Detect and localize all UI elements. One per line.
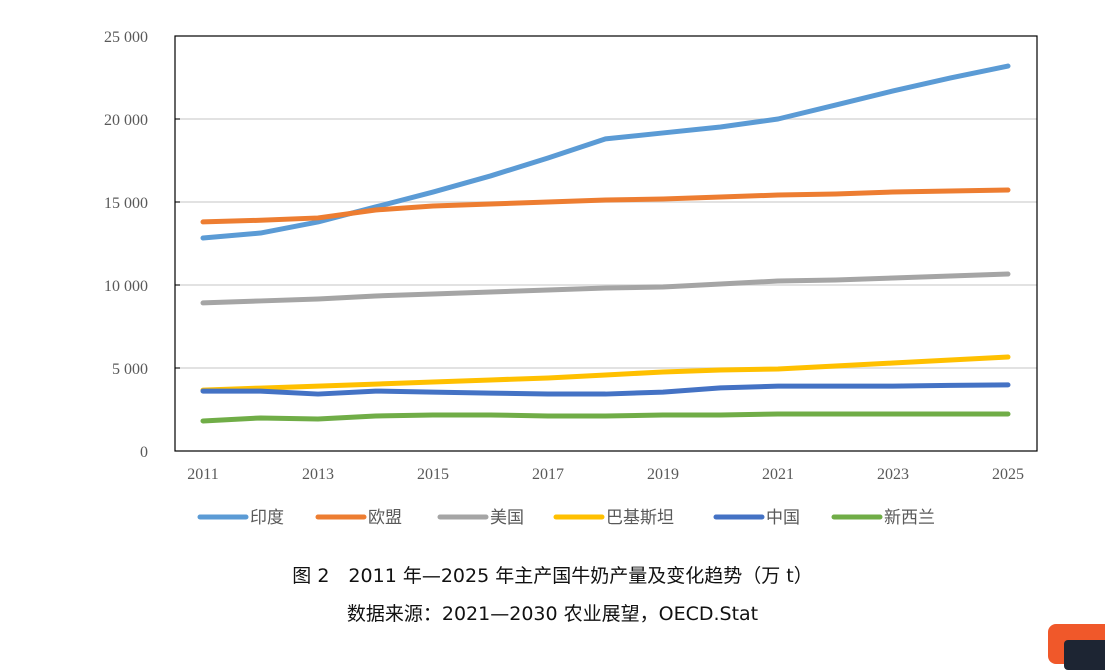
floating-widget[interactable]	[1048, 624, 1105, 670]
series-line-新西兰	[200, 411, 1011, 424]
x-tick-label: 2015	[417, 466, 449, 483]
series-line-欧盟	[200, 187, 1011, 225]
series-line-美国	[200, 271, 1011, 306]
chart-caption: 图 2 2011 年—2025 年主产国牛奶产量及变化趋势（万 t）	[292, 565, 813, 587]
legend-label: 美国	[490, 508, 524, 528]
legend-label: 巴基斯坦	[606, 508, 674, 528]
legend-label: 印度	[250, 508, 284, 528]
series-line-印度	[200, 63, 1011, 241]
legend-label: 欧盟	[368, 508, 402, 528]
y-tick-label: 25 000	[104, 29, 148, 46]
x-tick-label: 2013	[302, 466, 334, 483]
legend-label: 新西兰	[884, 508, 935, 528]
line-chart: 0 5 000 10 000 15 000 20 000 25 000 2011 2013 20…	[104, 29, 1038, 528]
x-tick-label: 2011	[187, 466, 218, 483]
series-line-巴基斯坦	[200, 354, 1011, 393]
legend-label: 中国	[766, 508, 800, 528]
series-line-中国	[200, 382, 1011, 397]
y-tick-label: 5 000	[112, 361, 148, 378]
y-tick-label: 0	[140, 444, 148, 461]
plot-frame	[174, 35, 1038, 452]
x-tick-label: 2021	[762, 466, 794, 483]
x-tick-label: 2023	[877, 466, 909, 483]
chart-source: 数据来源：2021—2030 农业展望，OECD.Stat	[346, 603, 759, 625]
x-tick-label: 2019	[647, 466, 679, 483]
x-tick-label: 2017	[532, 466, 564, 483]
y-tick-label: 20 000	[104, 112, 148, 129]
y-tick-label: 15 000	[104, 195, 148, 212]
x-tick-label: 2025	[992, 466, 1024, 483]
y-tick-label: 10 000	[104, 278, 148, 295]
